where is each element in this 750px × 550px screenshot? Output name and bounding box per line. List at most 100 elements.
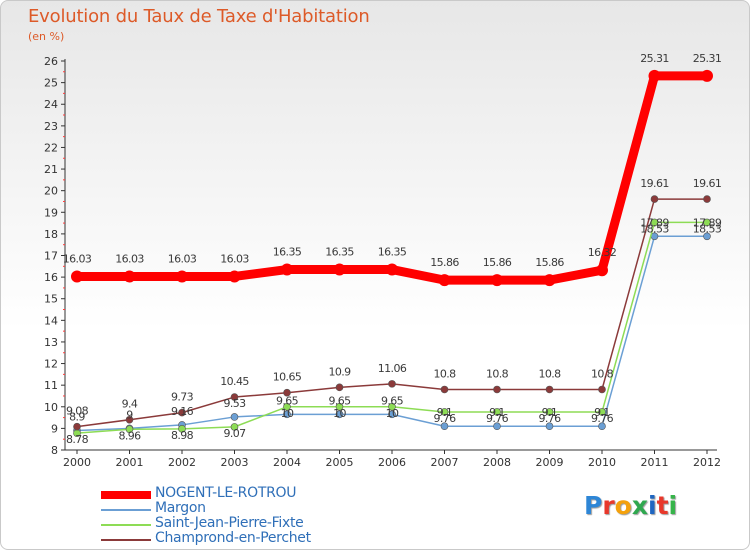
series-point: [543, 274, 556, 287]
series-point: [440, 385, 449, 394]
data-label: 9.07: [223, 427, 246, 440]
series-point: [283, 410, 291, 419]
x-tick-label: 2010: [588, 456, 616, 469]
data-label: 8.78: [66, 433, 89, 446]
series-point: [228, 270, 241, 283]
data-label: 16.03: [63, 252, 92, 265]
legend-label: NOGENT-LE-ROTROU: [155, 485, 297, 501]
y-tick-label: 26: [44, 55, 58, 68]
data-label: 10.45: [220, 375, 249, 388]
series-point: [650, 218, 659, 227]
y-tick-label: 8: [51, 444, 58, 457]
data-label: 19.61: [640, 177, 669, 190]
data-label: 18.53: [693, 222, 722, 235]
series-point: [493, 385, 501, 394]
series-point: [73, 422, 81, 431]
series-point: [598, 385, 606, 394]
data-label: 9.76: [591, 412, 614, 425]
data-label: 10.8: [538, 367, 561, 380]
series-point: [388, 380, 396, 388]
series-point: [648, 69, 661, 82]
series-point: [491, 274, 503, 287]
y-tick-label: 22: [44, 141, 58, 154]
series-point: [335, 410, 344, 419]
data-label: 25.31: [640, 52, 669, 65]
data-label: 9.08: [66, 405, 89, 418]
x-tick-label: 2011: [641, 456, 669, 469]
y-tick-label: 10: [44, 401, 58, 414]
data-label: 10.8: [486, 367, 509, 380]
y-tick-label: 14: [44, 314, 58, 327]
data-label: 9.76: [486, 412, 509, 425]
x-tick-label: 2005: [326, 456, 354, 469]
series-point: [493, 408, 501, 416]
series-point: [386, 263, 398, 276]
legend-swatch: [101, 509, 151, 511]
data-label: 15.86: [535, 256, 564, 269]
data-label: 16.35: [273, 246, 302, 259]
series-point: [388, 402, 396, 411]
series-point: [178, 425, 186, 433]
data-label: 10.9: [328, 365, 351, 378]
legend-swatch: [101, 524, 151, 526]
legend-label: Margon: [155, 500, 206, 516]
series-point: [650, 195, 659, 203]
series-point: [703, 232, 711, 241]
series-point: [440, 422, 449, 431]
series-point: [333, 263, 346, 276]
data-label: 9.1: [489, 406, 505, 419]
x-tick-label: 2012: [693, 456, 721, 469]
data-label: 15.86: [430, 256, 459, 269]
data-label: 10.8: [591, 367, 614, 380]
x-tick-label: 2008: [483, 456, 511, 469]
data-label: 9.16: [171, 405, 194, 418]
series-point: [703, 218, 711, 227]
data-label: 16.32: [588, 246, 617, 259]
series-point: [388, 410, 396, 419]
data-label: 19.61: [693, 177, 722, 190]
series-point: [545, 385, 554, 394]
legend-label: Saint-Jean-Pierre-Fixte: [155, 515, 304, 531]
data-label: 9.65: [276, 394, 299, 407]
data-label: 9.4: [122, 398, 138, 411]
x-tick-label: 2001: [116, 456, 144, 469]
series-point: [335, 383, 344, 392]
data-label: 9.1: [437, 406, 453, 419]
series-point: [596, 264, 608, 277]
series-point: [123, 270, 136, 283]
x-tick-label: 2006: [378, 456, 406, 469]
data-label: 10.65: [273, 371, 302, 384]
series-point: [703, 195, 711, 203]
unit-label: (en %): [28, 30, 65, 43]
data-label: 9.76: [538, 412, 561, 425]
x-tick-label: 2009: [536, 456, 564, 469]
series-point: [335, 402, 344, 411]
legend-label: Champrond-en-Perchet: [155, 530, 311, 546]
data-label: 9: [126, 408, 133, 421]
series-point: [598, 422, 606, 431]
series-point: [283, 402, 291, 411]
proxiti-logo: Proxiti: [584, 491, 678, 520]
series-point: [125, 415, 134, 424]
y-tick-label: 25: [44, 77, 58, 90]
data-label: 8.96: [118, 429, 141, 442]
y-tick-label: 19: [44, 206, 58, 219]
y-tick-label: 24: [44, 98, 58, 111]
data-label: 10: [386, 407, 399, 420]
y-tick-label: 21: [44, 163, 58, 176]
data-label: 16.03: [220, 252, 249, 265]
series-point: [493, 422, 501, 431]
series-point: [598, 408, 606, 416]
data-label: 10.8: [433, 367, 456, 380]
series-point: [438, 274, 451, 287]
data-label: 10: [281, 407, 294, 420]
data-label: 17.89: [640, 216, 669, 229]
series-point: [440, 408, 449, 416]
y-tick-label: 13: [44, 336, 58, 349]
data-label: 8.9: [69, 411, 85, 424]
data-label: 9.65: [328, 394, 351, 407]
data-label: 8.98: [171, 429, 194, 442]
series-point: [71, 270, 83, 283]
data-label: 11.06: [378, 362, 407, 375]
